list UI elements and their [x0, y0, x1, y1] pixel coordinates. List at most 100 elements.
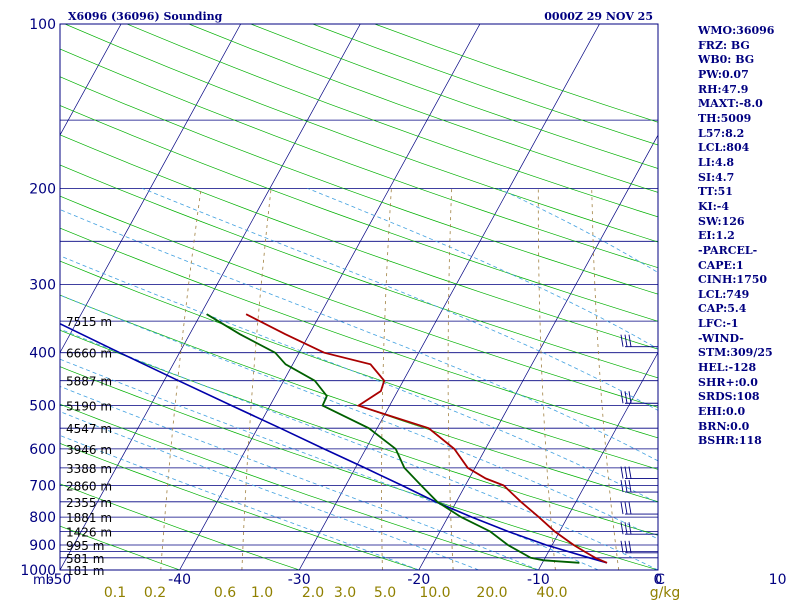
isotherm-line — [298, 24, 600, 570]
height-label: 1426 m — [66, 526, 112, 540]
height-label: 1881 m — [66, 511, 112, 525]
index-item: L57:8.2 — [698, 126, 745, 140]
wind-barb-flag — [624, 540, 628, 553]
pressure-tick-label: 100 — [29, 17, 56, 33]
height-label: 7515 m — [66, 315, 112, 329]
height-label: 581 m — [66, 552, 104, 566]
index-item: LCL:804 — [698, 141, 750, 155]
index-item: TH:5009 — [698, 111, 752, 125]
wind-barb-flag — [620, 480, 624, 493]
dry-adiabat-line — [60, 227, 658, 439]
wind-barb-flag — [628, 502, 632, 515]
mixing-ratio-line — [447, 188, 454, 570]
index-item: LI:4.8 — [698, 155, 735, 169]
index-item: SHR+:0.0 — [698, 375, 758, 389]
height-label: 995 m — [66, 539, 104, 553]
wind-barb — [620, 334, 658, 348]
mixing-ratio-label: 0.6 — [214, 585, 236, 600]
wind-barb-flag — [620, 540, 624, 553]
moist-adiabat-line — [60, 435, 419, 570]
isotherm-line — [179, 24, 481, 570]
mixing-ratio-label: 0.2 — [144, 585, 166, 600]
wind-barb-flag — [628, 480, 632, 493]
moist-adiabat-line — [60, 255, 658, 504]
mixing-ratio-label: 5.0 — [374, 585, 396, 600]
dry-adiabat-line — [60, 195, 658, 408]
mixing-ratio-line — [591, 188, 620, 570]
dry-adiabat-line — [60, 294, 658, 503]
height-label: 2355 m — [66, 496, 112, 510]
mixing-ratio-line — [381, 188, 392, 570]
height-label: 181 m — [66, 564, 104, 578]
dry-adiabat-line — [64, 24, 658, 243]
index-item: EI:1.2 — [698, 229, 735, 243]
wind-barb — [620, 522, 658, 535]
mixing-ratio-label: 3.0 — [334, 585, 356, 600]
index-item: LCL:749 — [698, 287, 750, 301]
pressure-tick-label: 400 — [29, 346, 56, 362]
temperature-tick-label: -10 — [527, 572, 550, 588]
height-label: 3388 m — [66, 462, 112, 476]
isotherm-line — [60, 24, 242, 354]
dry-adiabat-line — [60, 442, 419, 570]
index-item: MAXT:-8.0 — [698, 97, 763, 111]
moist-adiabat-line — [60, 209, 658, 462]
pressure-tick-label: 1000 — [20, 563, 56, 579]
height-label: 5190 m — [66, 400, 112, 414]
wind-barb-flag — [628, 522, 632, 535]
index-item: -PARCEL- — [698, 243, 758, 257]
index-item: CAPE:1 — [698, 258, 744, 272]
index-item: CINH:1750 — [698, 273, 768, 287]
index-item: WB0: BG — [698, 53, 755, 67]
moist-adiabat-line — [60, 328, 658, 570]
index-item: BSHR:118 — [698, 434, 762, 448]
dry-adiabat-line — [60, 48, 658, 269]
indices-panel: WMO:36096 FRZ: BG WB0: BG PW:0.07 RH:47.9 MAX… — [698, 24, 798, 449]
pressure-tick-label: 600 — [29, 442, 56, 458]
index-item: SRDS:108 — [698, 390, 760, 404]
wind-barb-flag — [624, 334, 628, 347]
mixing-ratio-label: 40.0 — [536, 585, 567, 600]
dry-adiabat-line — [60, 403, 539, 570]
wind-barb-flag — [624, 502, 628, 515]
dry-adiabat-line — [60, 525, 180, 570]
wind-barb-flag — [624, 466, 628, 479]
wind-barb-flag — [620, 502, 624, 515]
height-label: 6660 m — [66, 347, 112, 361]
index-item: FRZ: BG — [698, 38, 750, 52]
index-item: STM:309/25 — [698, 346, 773, 360]
pressure-tick-label: 900 — [29, 538, 56, 554]
temperature-profile-line — [245, 313, 608, 564]
isotherm-line — [60, 24, 122, 136]
temperature-tick-label: C — [655, 572, 665, 588]
index-item: KI:-4 — [698, 199, 729, 213]
pressure-tick-label: 300 — [29, 278, 56, 294]
wind-barb-flag — [628, 391, 632, 404]
index-item: LFC:-1 — [698, 317, 739, 331]
wind-barb-flag — [624, 480, 628, 493]
moist-adiabat-line — [307, 188, 658, 350]
y-axis-unit: mb — [33, 573, 54, 588]
height-label: 4547 m — [66, 422, 112, 436]
index-item: PW:0.07 — [698, 67, 749, 81]
wind-barb-flag — [628, 540, 632, 553]
dry-adiabat-line — [60, 329, 658, 536]
dewpoint-profile-line — [206, 313, 580, 564]
wind-barb-flag — [628, 334, 632, 347]
mixing-ratio-label: 2.0 — [302, 585, 324, 600]
temperature-tick-label: -50 — [49, 572, 72, 588]
chart-time: 0000Z 29 NOV 25 — [544, 10, 653, 23]
temperature-tick-label: -30 — [288, 572, 311, 588]
mixing-ratio-label: 1.0 — [251, 585, 273, 600]
index-item: WMO:36096 — [698, 24, 775, 37]
mixing-ratio-line — [537, 188, 556, 570]
index-item: BRN:0.0 — [698, 419, 750, 433]
dry-adiabat-line — [60, 260, 658, 470]
index-item: CAP:5.4 — [698, 302, 747, 316]
isotherm-line — [538, 351, 658, 570]
temperature-tick-label: 10 — [769, 572, 787, 588]
plot-frame — [59, 23, 659, 571]
mixing-ratio-label: 20.0 — [476, 585, 507, 600]
